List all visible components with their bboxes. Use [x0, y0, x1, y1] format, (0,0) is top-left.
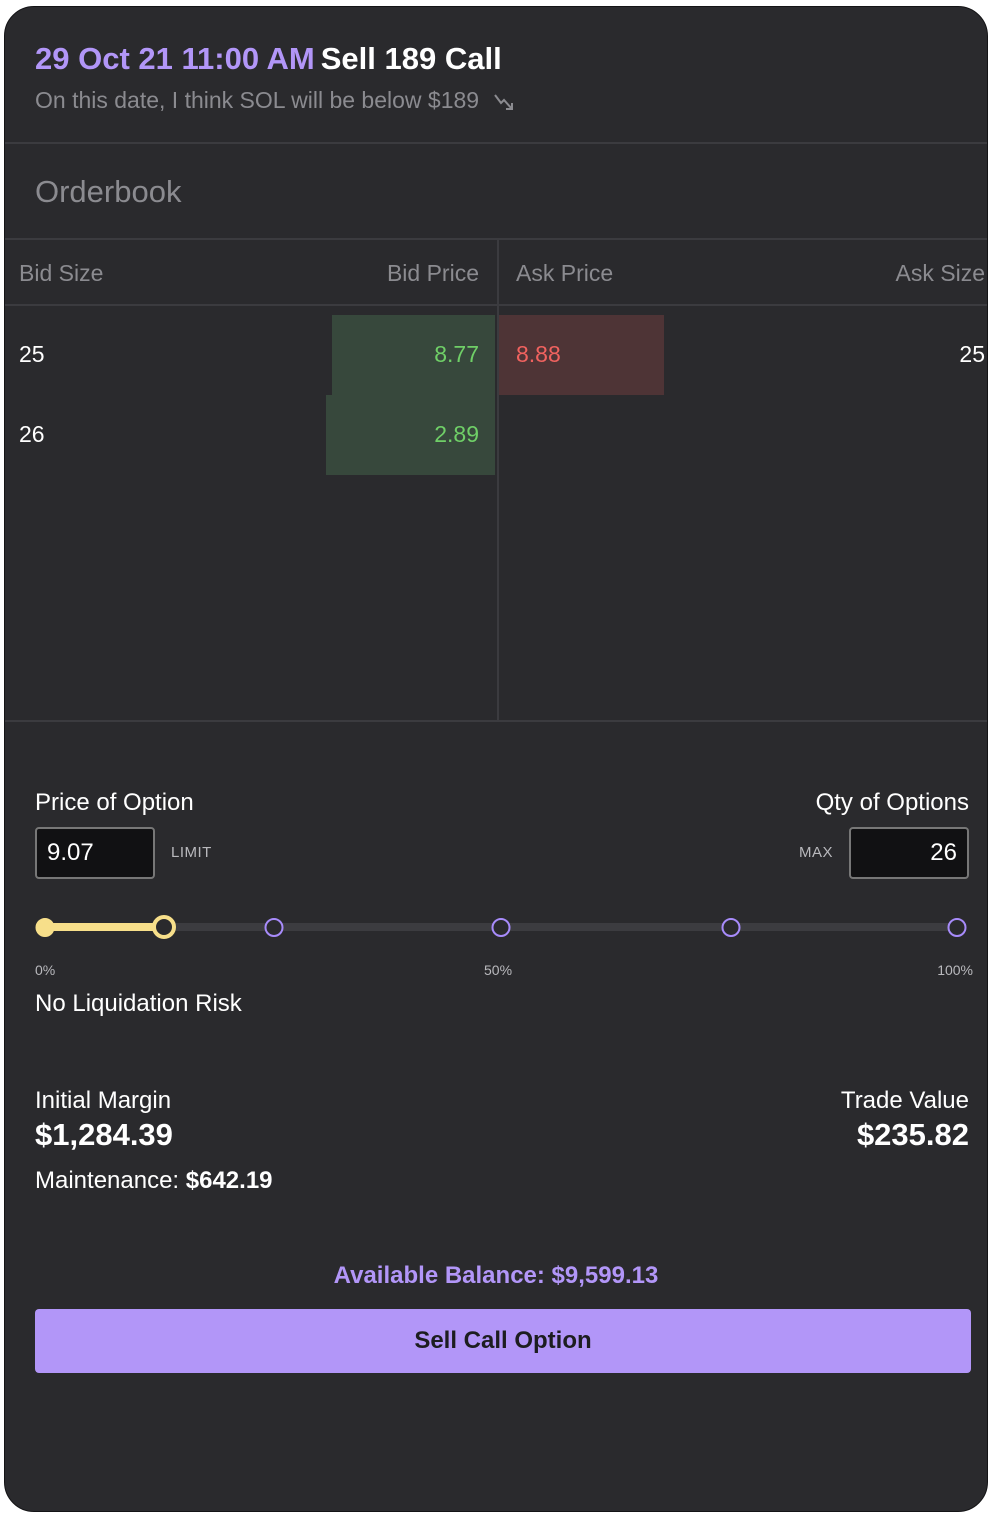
trade-panel: 29 Oct 21 11:00 AM Sell 189 Call On this …: [4, 6, 988, 1512]
slider-stop[interactable]: [491, 918, 511, 937]
ask-depth-bar: [499, 315, 664, 395]
orderbook-table: Bid Size Bid Price Ask Price Ask Size 25…: [5, 240, 987, 722]
option-header: 29 Oct 21 11:00 AM Sell 189 Call On this …: [5, 7, 987, 144]
orderbook-divider: [497, 240, 499, 720]
slider-fill: [45, 923, 164, 931]
orderbook-column-headers: Bid Size Bid Price Ask Price Ask Size: [5, 240, 987, 306]
expiry-date: 29 Oct 21 11:00 AM: [35, 41, 315, 76]
option-title: 29 Oct 21 11:00 AM Sell 189 Call: [35, 41, 502, 77]
trade-value-label: Trade Value: [840, 1087, 969, 1114]
slider-tick-50: 50%: [484, 962, 513, 978]
thesis-text: On this date, I think SOL will be below …: [35, 87, 480, 113]
bid-price[interactable]: 2.89: [434, 421, 479, 447]
bid-size: 25: [19, 341, 45, 367]
maintenance-margin: Maintenance: $642.19: [35, 1167, 273, 1195]
bid-price[interactable]: 8.77: [434, 341, 479, 367]
qty-label: Qty of Options: [815, 789, 969, 816]
trending-down-icon: [494, 94, 514, 110]
bid-size: 26: [19, 421, 45, 447]
slider-tick-100: 100%: [937, 962, 973, 978]
trade-value: $235.82: [856, 1117, 969, 1152]
col-ask-size: Ask Size: [895, 260, 985, 286]
quantity-slider[interactable]: [35, 912, 967, 942]
maintenance-label: Maintenance:: [35, 1167, 180, 1194]
sell-call-option-button[interactable]: Sell Call Option: [35, 1309, 971, 1373]
slider-stop[interactable]: [35, 918, 55, 937]
slider-stop[interactable]: [264, 918, 284, 937]
limit-tag: LIMIT: [171, 844, 212, 861]
col-bid-size: Bid Size: [19, 260, 104, 286]
col-ask-price: Ask Price: [516, 260, 614, 286]
liquidation-risk: No Liquidation Risk: [35, 990, 242, 1017]
available-balance: Available Balance: $9,599.13: [333, 1262, 659, 1289]
slider-stop[interactable]: [947, 918, 967, 937]
orderbook-row[interactable]: 26 2.89: [5, 395, 987, 475]
initial-margin-label: Initial Margin: [35, 1087, 172, 1114]
max-button[interactable]: MAX: [798, 844, 833, 861]
slider-thumb[interactable]: [151, 915, 176, 939]
col-bid-price: Bid Price: [386, 260, 479, 286]
option-action: Sell 189 Call: [320, 41, 502, 76]
initial-margin-value: $1,284.39: [35, 1117, 173, 1152]
qty-input[interactable]: [849, 827, 969, 879]
maintenance-value: $642.19: [185, 1167, 273, 1194]
option-thesis: On this date, I think SOL will be below …: [35, 87, 515, 114]
price-input[interactable]: [35, 827, 155, 879]
price-label: Price of Option: [35, 789, 194, 816]
slider-stop[interactable]: [721, 918, 741, 937]
bid-depth-bar: [326, 395, 495, 475]
orderbook-header: Orderbook: [5, 144, 987, 240]
bid-depth-bar: [332, 315, 495, 395]
orderbook-row[interactable]: 25 8.77 8.88 25: [5, 315, 987, 395]
slider-tick-0: 0%: [35, 962, 56, 978]
ask-size: 25: [959, 341, 985, 367]
orderbook-title: Orderbook: [35, 174, 182, 209]
ask-price[interactable]: 8.88: [516, 341, 561, 367]
